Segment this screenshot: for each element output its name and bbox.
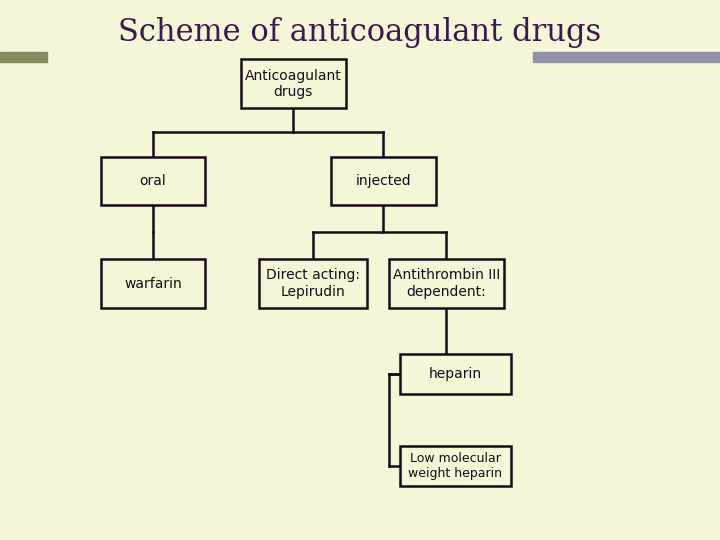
Text: Anticoagulant
drugs: Anticoagulant drugs bbox=[245, 69, 342, 99]
Text: Direct acting:
Lepirudin: Direct acting: Lepirudin bbox=[266, 268, 360, 299]
FancyBboxPatch shape bbox=[101, 157, 205, 205]
Text: Low molecular
weight heparin: Low molecular weight heparin bbox=[408, 452, 503, 480]
Text: injected: injected bbox=[356, 174, 411, 188]
FancyBboxPatch shape bbox=[241, 59, 346, 108]
FancyBboxPatch shape bbox=[331, 157, 436, 205]
Bar bbox=[0, 52, 47, 62]
Text: Antithrombin III
dependent:: Antithrombin III dependent: bbox=[393, 268, 500, 299]
Text: oral: oral bbox=[140, 174, 166, 188]
FancyBboxPatch shape bbox=[259, 259, 367, 308]
Text: Scheme of anticoagulant drugs: Scheme of anticoagulant drugs bbox=[118, 17, 602, 48]
FancyBboxPatch shape bbox=[400, 354, 511, 394]
Text: warfarin: warfarin bbox=[124, 276, 182, 291]
FancyBboxPatch shape bbox=[389, 259, 504, 308]
Text: heparin: heparin bbox=[429, 367, 482, 381]
Bar bbox=[533, 52, 720, 62]
FancyBboxPatch shape bbox=[400, 446, 511, 486]
FancyBboxPatch shape bbox=[101, 259, 205, 308]
